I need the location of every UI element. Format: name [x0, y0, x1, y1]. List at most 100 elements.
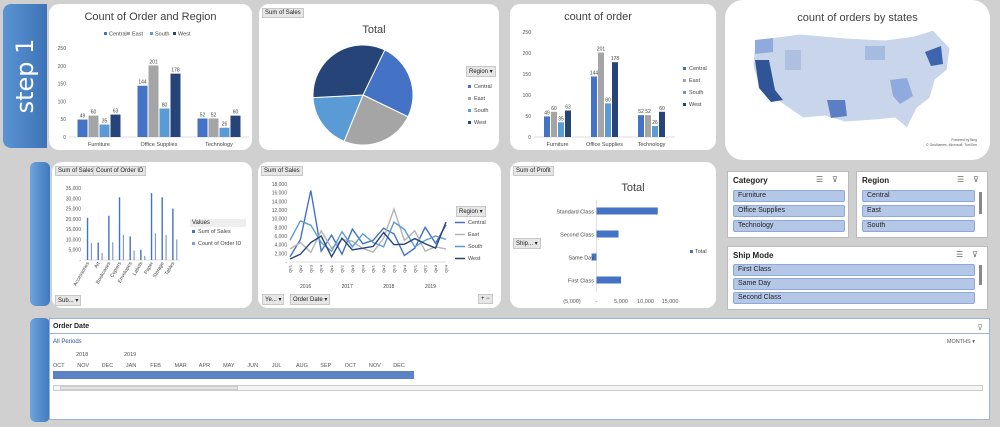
slicer-item-central[interactable]: Central — [862, 190, 975, 202]
clear-filter-icon[interactable]: ⊽ — [977, 323, 983, 332]
bar-east[interactable] — [148, 65, 159, 137]
clear-filter-icon[interactable]: ⊽ — [973, 175, 979, 184]
field-tag-sum-of-sales[interactable]: Sum of Sales — [261, 166, 303, 176]
year-filter-button[interactable]: Ye... ▾ — [262, 294, 285, 305]
bar-south[interactable] — [99, 124, 110, 137]
subcategory-filter-button[interactable]: Sub... ▾ — [55, 295, 82, 306]
slicer-scrollbar[interactable] — [979, 265, 982, 285]
clear-filter-icon[interactable]: ⊽ — [972, 250, 978, 259]
timeline-month-nov[interactable]: NOV — [77, 363, 90, 369]
timeline-selection-bar[interactable] — [53, 371, 414, 379]
field-tag-sum-of-profit[interactable]: Sum of Profit — [513, 166, 554, 176]
timeline-month-oct[interactable]: OCT — [53, 363, 65, 369]
timeline-month-jan[interactable]: JAN — [125, 363, 137, 369]
bar-west[interactable] — [565, 110, 571, 137]
line-west[interactable] — [289, 221, 447, 260]
timeline-month-apr[interactable]: APR — [198, 363, 211, 369]
timeline-month-dec[interactable]: DEC — [393, 363, 405, 369]
bar-total[interactable] — [596, 207, 658, 215]
clear-filter-icon[interactable]: ⊽ — [832, 175, 838, 184]
slicer-item-south[interactable]: South — [862, 220, 975, 232]
bar-south[interactable] — [558, 122, 564, 137]
timeline-month-jun[interactable]: JUN — [247, 363, 259, 369]
region-filter-button[interactable]: Region ▾ — [456, 206, 486, 217]
bar-count-of-order-id[interactable] — [90, 243, 93, 260]
timeline-month-feb[interactable]: FEB — [150, 363, 161, 369]
chart-sales-pie[interactable]: Sum of Sales Total Central East South West … — [259, 4, 499, 150]
bar-count-of-order-id[interactable] — [122, 234, 125, 260]
chart-count-of-order[interactable]: count of order 0 50 100 150 200 250 49 60 35 63 Fu… — [510, 4, 716, 150]
bar-west[interactable] — [612, 62, 618, 137]
timeline-month-dec[interactable]: DEC — [101, 363, 114, 369]
bar-east[interactable] — [645, 115, 651, 137]
multi-select-icon[interactable]: ☰ — [957, 175, 965, 184]
order-date-filter-button[interactable]: Order Date ▾ — [290, 294, 331, 305]
pie-slice-west[interactable] — [312, 44, 386, 99]
bar-count-of-order-id[interactable] — [144, 255, 146, 260]
bar-count-of-order-id[interactable] — [154, 233, 157, 260]
slicer-item-second-class[interactable]: Second Class — [733, 292, 975, 304]
bar-sum-of-sales[interactable] — [118, 197, 121, 260]
bar-total[interactable] — [596, 230, 619, 238]
bar-sum-of-sales[interactable] — [172, 208, 174, 260]
bar-count-of-order-id[interactable] — [165, 234, 167, 260]
bar-sum-of-sales[interactable] — [86, 217, 89, 260]
bar-central[interactable] — [197, 118, 208, 137]
bar-total[interactable] — [596, 276, 622, 284]
bar-central[interactable] — [137, 85, 148, 137]
slicer-ship-mode[interactable]: Ship Mode ☰ ⊽ First Class Same Day Secon… — [727, 246, 988, 310]
timeline-month-mar[interactable]: MAR — [174, 363, 187, 369]
bar-central[interactable] — [77, 119, 88, 137]
chart-profit-by-shipmode[interactable]: Sum of Profit Total (5,000) - 5,000 10,000 1… — [510, 162, 716, 308]
bar-central[interactable] — [638, 115, 644, 137]
timeline-scrollbar[interactable] — [53, 385, 983, 391]
slicer-item-furniture[interactable]: Furniture — [733, 190, 845, 202]
bar-east[interactable] — [208, 118, 219, 137]
bar-east[interactable] — [551, 111, 557, 137]
chart-count-order-region[interactable]: Count of Order and Region 0 50 100 150 200 25… — [49, 4, 252, 150]
line-central[interactable] — [289, 190, 447, 258]
bar-sum-of-sales[interactable] — [161, 197, 163, 260]
timeline-month-may[interactable]: MAY — [223, 363, 235, 369]
bar-south[interactable] — [605, 103, 611, 137]
slicer-item-east[interactable]: East — [862, 205, 975, 217]
bar-west[interactable] — [170, 73, 181, 137]
timeline-unit-selector[interactable]: MONTHS ▾ — [946, 339, 975, 345]
bar-sum-of-sales[interactable] — [108, 215, 110, 260]
bar-central[interactable] — [544, 116, 550, 137]
field-tag-sum-of-sales[interactable]: Sum of Sales — [55, 166, 97, 176]
timeline-month-oct[interactable]: OCT — [344, 363, 357, 369]
bar-west[interactable] — [659, 111, 665, 137]
bar-count-of-order-id[interactable] — [112, 242, 114, 260]
multi-select-icon[interactable]: ☰ — [956, 250, 964, 259]
timeline-month-jul[interactable]: JUL — [271, 363, 282, 369]
bar-count-of-order-id[interactable] — [176, 239, 178, 260]
line-south[interactable] — [289, 219, 447, 253]
chart-sales-line[interactable]: Sum of Sales - 2,000 4,000 6,000 8,000 10,000… — [258, 162, 501, 308]
bar-sum-of-sales[interactable] — [140, 249, 142, 260]
shipmode-filter-button[interactable]: Ship... ▾ — [513, 238, 541, 249]
bar-sum-of-sales[interactable] — [97, 242, 99, 260]
bar-south[interactable] — [652, 126, 658, 137]
slicer-item-first-class[interactable]: First Class — [733, 264, 975, 276]
multi-select-icon[interactable]: ☰ — [816, 175, 824, 184]
field-tag-count-of-order-id[interactable]: Count of Order ID — [93, 166, 147, 176]
bar-central[interactable] — [591, 76, 597, 137]
bar-total[interactable] — [591, 253, 597, 261]
timeline-month-nov[interactable]: NOV — [368, 363, 381, 369]
pie-slice-east[interactable] — [343, 94, 409, 146]
field-tag-sum-of-sales[interactable]: Sum of Sales — [262, 8, 304, 18]
slicer-item-office-supplies[interactable]: Office Supplies — [733, 205, 845, 217]
bar-south[interactable] — [219, 127, 230, 137]
bar-east[interactable] — [598, 52, 604, 137]
timeline-month-sep[interactable]: SEP — [320, 363, 332, 369]
slicer-item-technology[interactable]: Technology — [733, 220, 845, 232]
bar-west[interactable] — [230, 115, 241, 137]
chart-sales-by-subcategory[interactable]: Sum of Sales Count of Order ID - 5,000 10,… — [52, 162, 252, 308]
slicer-item-same-day[interactable]: Same Day — [733, 278, 975, 290]
timeline-month-aug[interactable]: AUG — [296, 363, 308, 369]
region-filter-button[interactable]: Region ▾ — [466, 66, 496, 77]
pie-slice-south[interactable] — [312, 94, 364, 142]
slicer-region[interactable]: Region ☰ ⊽ Central East South — [856, 171, 988, 238]
pie-slice-central[interactable] — [362, 49, 414, 118]
